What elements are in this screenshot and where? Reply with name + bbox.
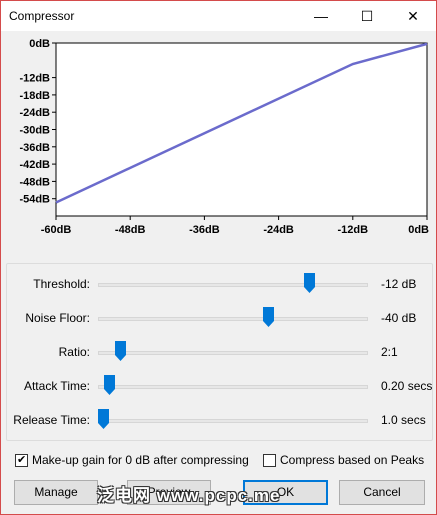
- title-bar[interactable]: Compressor — ☐ ✕: [1, 1, 436, 31]
- y-tick-label: -42dB: [19, 159, 50, 171]
- y-tick-label: -30dB: [19, 125, 50, 137]
- slider-label: Threshold:: [33, 277, 90, 291]
- slider-thumb[interactable]: [263, 307, 275, 327]
- maximize-icon[interactable]: ☐: [360, 8, 374, 24]
- y-tick-label: -54dB: [19, 194, 50, 206]
- x-tick-label: -48dB: [115, 224, 146, 236]
- slider-track[interactable]: [98, 419, 368, 423]
- slider-thumb[interactable]: [98, 409, 110, 429]
- makeup-gain-box[interactable]: ✔: [15, 454, 28, 467]
- x-tick-label: -24dB: [263, 224, 294, 236]
- preview-button[interactable]: Preview: [127, 480, 211, 505]
- y-tick-label: 0dB: [29, 38, 50, 50]
- slider-thumb[interactable]: [103, 375, 115, 395]
- x-tick-label: 0dB: [408, 224, 429, 236]
- window-title: Compressor: [9, 9, 75, 23]
- slider-track[interactable]: [98, 317, 368, 321]
- slider-row: Release Time: 1.0 secs: [7, 405, 434, 435]
- compress-peaks-label: Compress based on Peaks: [280, 453, 425, 467]
- y-tick-label: -48dB: [19, 176, 50, 188]
- slider-track[interactable]: [98, 283, 368, 287]
- slider-value: 0.20 secs: [381, 379, 433, 393]
- slider-label: Noise Floor:: [25, 311, 90, 325]
- close-icon[interactable]: ✕: [407, 8, 419, 24]
- slider-value: 1.0 secs: [381, 413, 426, 427]
- manage-button[interactable]: Manage: [14, 480, 98, 505]
- slider-label: Release Time:: [13, 413, 90, 427]
- slider-row: Ratio: 2:1: [7, 337, 434, 367]
- watermark-text: 泛电网 www.pcpc.me: [97, 486, 281, 505]
- compress-peaks-box[interactable]: [263, 454, 276, 467]
- y-tick-label: -24dB: [19, 107, 50, 119]
- slider-row: Threshold: -12 dB: [7, 269, 434, 299]
- slider-track[interactable]: [98, 351, 368, 355]
- y-tick-label: -36dB: [19, 142, 50, 154]
- ok-button[interactable]: OK: [243, 480, 328, 505]
- compression-curve-plot: 0dB -12dB -18dB -24dB -30dB -36dB -42dB -48dB -5…: [1, 31, 436, 243]
- check-icon: ✔: [17, 454, 27, 466]
- slider-value: 2:1: [381, 345, 398, 359]
- x-tick-label: -60dB: [41, 224, 72, 236]
- slider-thumb[interactable]: [303, 273, 315, 293]
- slider-value: -12 dB: [381, 277, 417, 291]
- y-tick-label: -18dB: [19, 90, 50, 102]
- slider-label: Ratio:: [58, 345, 90, 359]
- plot-area: [55, 42, 428, 217]
- slider-track[interactable]: [98, 385, 368, 389]
- controls-panel: Threshold: -12 dB Noise Floor: -40 dB Ratio:…: [6, 263, 433, 441]
- slider-value: -40 dB: [381, 311, 417, 325]
- makeup-gain-label: Make-up gain for 0 dB after compressing: [32, 453, 249, 467]
- slider-thumb[interactable]: [114, 341, 126, 361]
- compression-curve: [55, 42, 428, 204]
- minimize-icon[interactable]: —: [314, 8, 328, 24]
- y-tick-label: -12dB: [19, 73, 50, 85]
- slider-row: Attack Time: 0.20 secs: [7, 371, 434, 401]
- x-tick-label: -12dB: [338, 224, 369, 236]
- slider-label: Attack Time:: [23, 379, 90, 393]
- curve-chart: 0dB -12dB -18dB -24dB -30dB -36dB -42dB -48dB -5…: [19, 38, 429, 236]
- cancel-button[interactable]: Cancel: [339, 480, 425, 505]
- slider-row: Noise Floor: -40 dB: [7, 303, 434, 333]
- x-tick-label: -36dB: [189, 224, 220, 236]
